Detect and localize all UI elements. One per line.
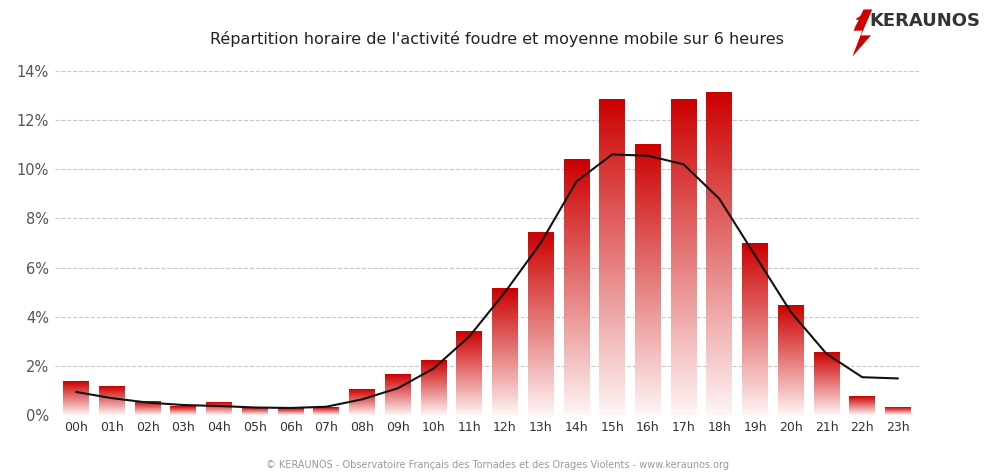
Text: KERAUNOS: KERAUNOS (870, 12, 981, 30)
Text: ⚡: ⚡ (853, 12, 867, 31)
Text: © KERAUNOS - Observatoire Français des Tornades et des Orages Violents - www.ker: © KERAUNOS - Observatoire Français des T… (265, 460, 729, 470)
Polygon shape (853, 9, 873, 57)
Text: Répartition horaire de l'activité foudre et moyenne mobile sur 6 heures: Répartition horaire de l'activité foudre… (210, 31, 784, 47)
